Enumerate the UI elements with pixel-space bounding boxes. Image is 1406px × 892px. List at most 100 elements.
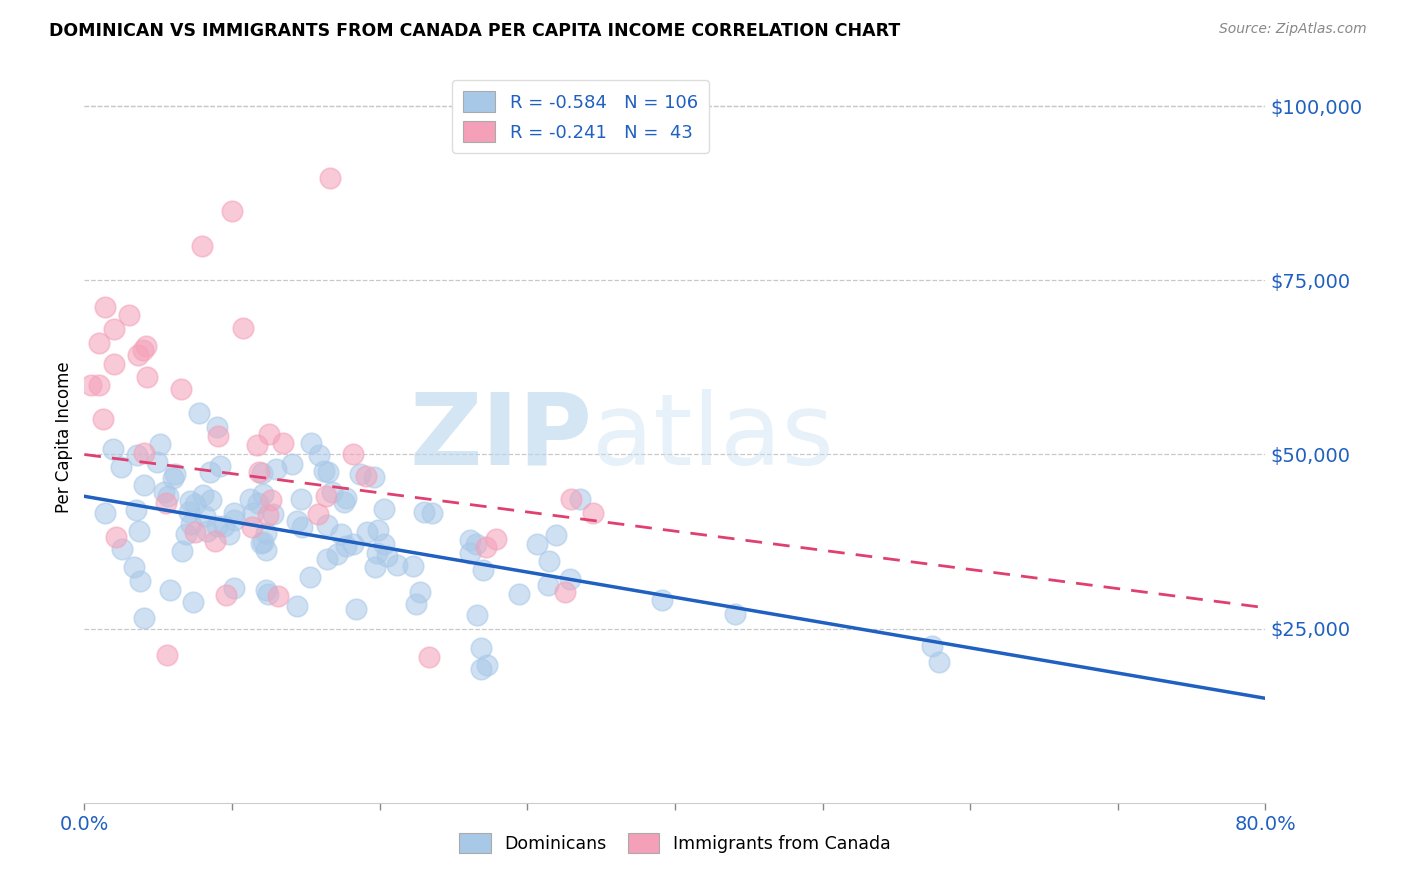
Point	[207, 420, 229, 434]
Point	[124, 560, 146, 574]
Point	[80, 378, 103, 392]
Point	[254, 582, 277, 597]
Point	[125, 503, 148, 517]
Text: atlas: atlas	[592, 389, 834, 485]
Point	[170, 382, 193, 396]
Point	[149, 437, 172, 451]
Point	[538, 554, 561, 568]
Point	[250, 536, 273, 550]
Point	[356, 524, 378, 539]
Text: DOMINICAN VS IMMIGRANTS FROM CANADA PER CAPITA INCOME CORRELATION CHART: DOMINICAN VS IMMIGRANTS FROM CANADA PER …	[49, 22, 900, 40]
Point	[308, 448, 330, 462]
Point	[127, 348, 149, 362]
Point	[101, 442, 124, 456]
Point	[110, 459, 132, 474]
Point	[569, 491, 592, 506]
Point	[315, 552, 337, 566]
Text: Source: ZipAtlas.com: Source: ZipAtlas.com	[1219, 22, 1367, 37]
Point	[232, 320, 254, 334]
Y-axis label: Per Capita Income: Per Capita Income	[55, 361, 73, 513]
Point	[928, 655, 950, 669]
Point	[260, 493, 283, 508]
Point	[136, 370, 159, 384]
Point	[285, 514, 308, 528]
Point	[349, 467, 371, 482]
Point	[159, 582, 181, 597]
Point	[224, 513, 246, 527]
Point	[254, 543, 277, 558]
Point	[252, 486, 274, 500]
Point	[257, 508, 280, 522]
Point	[205, 518, 228, 533]
Point	[134, 478, 156, 492]
Point	[247, 466, 270, 480]
Point	[921, 639, 943, 653]
Point	[326, 547, 349, 561]
Point	[145, 455, 167, 469]
Point	[179, 504, 201, 518]
Point	[373, 502, 395, 516]
Point	[560, 572, 582, 586]
Point	[184, 524, 207, 539]
Point	[366, 545, 388, 559]
Point	[314, 464, 336, 478]
Point	[174, 526, 197, 541]
Point	[94, 301, 117, 315]
Point	[163, 467, 186, 481]
Point	[224, 581, 246, 595]
Point	[254, 526, 277, 541]
Point	[329, 526, 352, 541]
Point	[191, 488, 214, 502]
Point	[155, 496, 177, 510]
Point	[200, 493, 222, 508]
Point	[554, 584, 576, 599]
Point	[240, 520, 263, 534]
Point	[354, 468, 377, 483]
Point	[221, 203, 243, 218]
Point	[179, 494, 201, 508]
Point	[152, 485, 174, 500]
Point	[242, 507, 264, 521]
Point	[91, 411, 114, 425]
Point	[471, 562, 494, 576]
Point	[252, 535, 274, 549]
Point	[373, 537, 395, 551]
Point	[458, 533, 481, 547]
Point	[475, 540, 498, 554]
Point	[245, 438, 267, 452]
Point	[132, 343, 155, 357]
Point	[582, 506, 605, 520]
Point	[118, 308, 141, 322]
Point	[508, 587, 530, 601]
Point	[128, 524, 150, 538]
Point	[191, 238, 214, 252]
Point	[94, 506, 117, 520]
Point	[651, 593, 673, 607]
Point	[218, 527, 240, 541]
Point	[198, 465, 221, 479]
Point	[291, 520, 314, 534]
Point	[264, 462, 287, 476]
Point	[87, 336, 111, 351]
Point	[271, 436, 294, 450]
Point	[246, 496, 269, 510]
Point	[342, 447, 364, 461]
Point	[367, 523, 389, 537]
Point	[335, 491, 357, 505]
Point	[262, 507, 284, 521]
Point	[413, 505, 436, 519]
Point	[465, 607, 488, 622]
Point	[402, 559, 425, 574]
Point	[180, 516, 202, 531]
Text: ZIP: ZIP	[409, 389, 592, 485]
Point	[183, 497, 205, 511]
Point	[129, 574, 152, 589]
Point	[342, 536, 364, 550]
Point	[194, 508, 217, 523]
Legend: Dominicans, Immigrants from Canada: Dominicans, Immigrants from Canada	[453, 826, 897, 860]
Point	[724, 607, 747, 622]
Point	[181, 595, 204, 609]
Point	[132, 611, 155, 625]
Point	[546, 527, 568, 541]
Point	[239, 492, 262, 507]
